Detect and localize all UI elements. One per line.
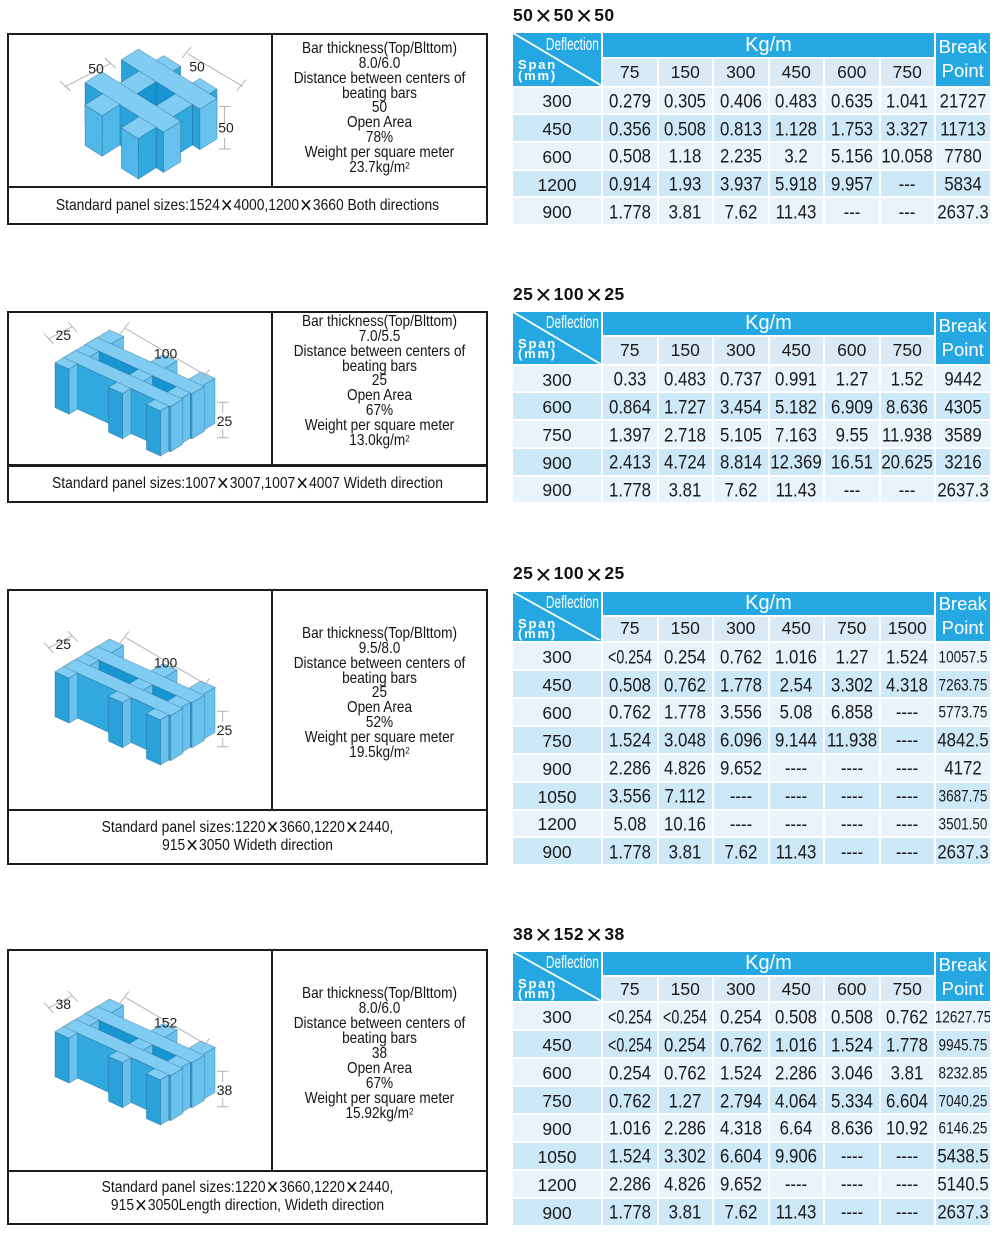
svg-text:38: 38: [217, 1082, 233, 1098]
svg-text:100: 100: [154, 345, 178, 361]
svg-text:50: 50: [219, 119, 235, 135]
svg-text:100: 100: [154, 655, 178, 671]
svg-text:38: 38: [56, 996, 72, 1012]
svg-text:25: 25: [217, 413, 233, 429]
svg-text:50: 50: [190, 58, 206, 74]
svg-text:25: 25: [56, 636, 72, 652]
svg-text:50: 50: [89, 60, 105, 76]
svg-text:25: 25: [217, 722, 233, 738]
svg-text:152: 152: [154, 1014, 178, 1030]
svg-text:25: 25: [56, 327, 72, 343]
